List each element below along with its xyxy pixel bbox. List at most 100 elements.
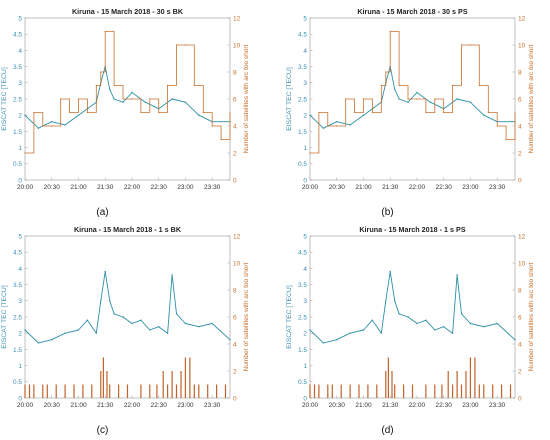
- panel-label: (c): [97, 425, 109, 436]
- y-tick-label: 0.5: [13, 161, 22, 168]
- arc-bar: [318, 384, 320, 398]
- tec-point: [131, 322, 133, 325]
- tec-point: [229, 339, 231, 341]
- y2-tick-label: 8: [518, 287, 522, 294]
- y2-tick-label: 10: [518, 260, 526, 267]
- x-tick-label: 23:30: [204, 402, 221, 409]
- arc-point: [469, 44, 471, 46]
- arc-bar: [425, 384, 427, 398]
- tec-series-line: [309, 66, 515, 129]
- arc-bar: [385, 371, 387, 398]
- y-tick-label: 0: [18, 177, 22, 184]
- arc-point: [77, 98, 80, 100]
- tec-point: [362, 329, 365, 331]
- tec-point: [443, 326, 445, 328]
- y-tick-label: 5: [18, 15, 22, 22]
- arc-bar: [327, 384, 329, 398]
- tec-point: [469, 101, 472, 103]
- tec-point: [77, 329, 80, 331]
- arc-bar: [24, 384, 26, 398]
- chart-panel: Kiruna - 15 March 2018 - 1 s BK 0 0.5 1 1.5 2…: [1, 225, 250, 409]
- x-tick-label: 21:00: [70, 402, 87, 409]
- arc-bar: [358, 384, 360, 398]
- tec-point: [456, 98, 458, 100]
- arc-bar: [478, 384, 480, 398]
- arc-point: [327, 125, 329, 127]
- tec-point: [429, 101, 431, 103]
- y-axis-label: EISCAT TEC [TECU]: [1, 67, 8, 131]
- y2-tick-label: 2: [518, 368, 522, 375]
- tec-point: [407, 316, 409, 318]
- arc-bar: [391, 371, 393, 398]
- x-tick-label: 21:30: [97, 184, 114, 191]
- tec-series-line: [24, 66, 230, 129]
- arc-point: [505, 138, 507, 141]
- y2-tick-label: 8: [233, 69, 237, 76]
- tec-point: [336, 339, 338, 341]
- tec-point: [109, 88, 111, 91]
- y2-tick-label: 2: [233, 150, 237, 157]
- panel-label: (a): [96, 207, 108, 218]
- y-tick-label: 2: [303, 113, 307, 120]
- arc-point: [184, 44, 186, 46]
- x-tick-label: 21:30: [382, 402, 399, 409]
- y-tick-label: 0: [18, 395, 22, 402]
- tec-point: [37, 127, 40, 129]
- tec-point: [198, 114, 200, 116]
- x-tick-label: 22:30: [436, 402, 453, 409]
- arc-point: [380, 84, 382, 87]
- tec-point: [166, 332, 169, 334]
- plot-area: [24, 235, 231, 399]
- arc-bar: [198, 384, 200, 398]
- arc-bar: [340, 384, 342, 398]
- y-tick-label: 4.5: [13, 32, 22, 39]
- arc-bar: [100, 371, 102, 398]
- tec-point: [122, 316, 124, 318]
- arc-point: [86, 111, 88, 114]
- x-tick-label: 23:30: [204, 184, 221, 191]
- y2-tick-label: 6: [233, 314, 237, 321]
- chart-title: Kiruna - 15 March 2018 - 1 s PS: [359, 225, 465, 234]
- y2-axis-label: Number of satellites with arc too short: [528, 44, 535, 153]
- tec-point: [483, 326, 485, 328]
- arc-bar: [313, 384, 316, 398]
- x-tick-label: 20:30: [329, 402, 346, 409]
- arc-bar: [474, 357, 476, 398]
- y2-axis-label: Number of satellites with arc too short: [243, 44, 250, 153]
- y-tick-label: 1.5: [13, 347, 22, 354]
- arc-point: [193, 84, 195, 87]
- tec-point: [394, 88, 396, 91]
- y-tick-label: 4.5: [13, 250, 22, 257]
- x-tick-label: 23:00: [462, 184, 479, 191]
- arc-bar: [434, 384, 436, 398]
- panel-label: (d): [381, 425, 393, 436]
- chart-panel: Kiruna - 15 March 2018 - 1 s PS 0 0.5 1 1.5 2…: [286, 225, 535, 409]
- y-tick-label: 5: [18, 233, 22, 240]
- y-tick-label: 2.5: [13, 314, 22, 321]
- y-tick-label: 2: [18, 331, 22, 338]
- arc-point: [389, 30, 391, 33]
- arc-point: [175, 44, 178, 46]
- x-tick-label: 20:00: [17, 402, 34, 409]
- y2-tick-label: 12: [233, 233, 241, 240]
- y2-tick-label: 4: [518, 341, 522, 348]
- plot-area: [309, 235, 516, 399]
- y-axis-label: EISCAT TEC [TECU]: [1, 285, 8, 349]
- y-tick-label: 3.5: [298, 282, 307, 289]
- tec-point: [113, 98, 115, 100]
- y-tick-label: 1: [18, 145, 22, 152]
- y-axis-label: EISCAT TEC [TECU]: [286, 67, 293, 131]
- y-tick-label: 2: [303, 331, 307, 338]
- arc-point: [104, 30, 106, 33]
- arc-bar: [91, 384, 93, 398]
- y-tick-label: 2.5: [298, 96, 307, 103]
- arc-bar: [403, 384, 405, 398]
- arc-point: [113, 84, 115, 87]
- arc-bar: [167, 384, 169, 398]
- tec-point: [131, 91, 133, 94]
- arc-point: [345, 98, 347, 100]
- arc-point: [158, 111, 160, 114]
- y2-axis-label: Number of satellites with arc too short: [243, 262, 250, 371]
- y2-tick-label: 4: [233, 123, 237, 130]
- y-tick-label: 2: [18, 113, 22, 120]
